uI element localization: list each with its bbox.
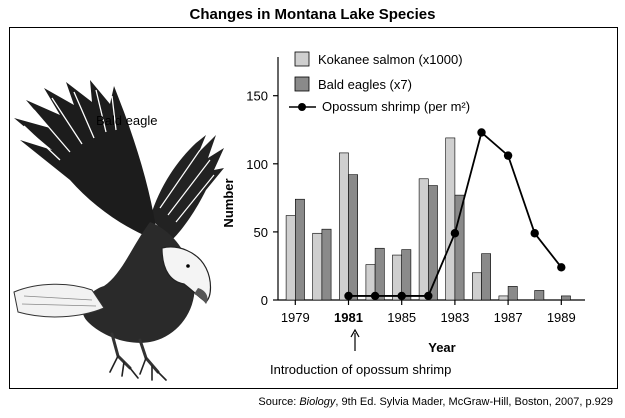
eagle-right-wing [150, 135, 224, 240]
bar-kokanee [285, 215, 296, 301]
shrimp-point [477, 128, 486, 137]
bar-kokanee [498, 295, 509, 301]
bar-eagles [481, 253, 491, 301]
x-tick-label: 1987 [494, 310, 523, 325]
x-tick-label: 1979 [281, 310, 310, 325]
shrimp-point [424, 291, 433, 301]
x-tick-label: 1983 [440, 310, 469, 325]
bar-eagles [348, 174, 358, 301]
x-tick-label: 1985 [387, 310, 416, 325]
shrimp-point [344, 291, 353, 301]
x-tick-label: 1981 [334, 310, 363, 325]
bar-eagles [374, 247, 385, 301]
legend-label-eagles: Bald eagles (x7) [318, 77, 412, 92]
bar-eagles [534, 290, 545, 301]
legend-label-shrimp: Opossum shrimp (per m²) [322, 99, 470, 114]
bar-eagles [560, 295, 571, 301]
figure-frame [9, 27, 618, 389]
shrimp-point [503, 151, 513, 160]
eagle-tail [13, 283, 105, 318]
eagle-right-wing-feathers [159, 149, 215, 223]
bar-eagles [507, 286, 518, 301]
shrimp-point [530, 229, 539, 238]
eagle-talons [109, 355, 167, 381]
bar-kokanee [471, 272, 482, 301]
chart: 0 50 100 150 1979 1981 1985 1983 1987 1989 Numbe… [221, 51, 585, 377]
bar-kokanee [312, 232, 323, 301]
y-axis-label: Number [221, 178, 236, 227]
bar-kokanee [338, 152, 349, 301]
legend-marker-shrimp [298, 103, 306, 111]
eagle-left-wing-feathers [23, 89, 117, 161]
bald-eagle-illustration [13, 80, 224, 381]
eagle-beak [194, 288, 208, 304]
legend-swatch-kokanee [294, 51, 310, 67]
eagle-label: Bald eagle [96, 113, 157, 128]
shrimp-point [557, 263, 566, 272]
y-tick-label: 50 [254, 225, 268, 240]
bar-eagles [427, 185, 438, 301]
x-tick-label: 1989 [547, 310, 576, 325]
y-tick-label: 150 [246, 89, 268, 104]
source-citation: Source: Biology, 9th Ed. Sylvia Mader, M… [258, 396, 613, 408]
introduction-arrow [350, 328, 360, 351]
legend-label-kokanee: Kokanee salmon (x1000) [318, 52, 463, 67]
shrimp-point [397, 291, 406, 301]
legend-swatch-eagles [294, 76, 310, 92]
bar-kokanee [418, 178, 429, 301]
bar-kokanee [445, 137, 456, 301]
shrimp-point [370, 291, 380, 301]
y-tick-label: 100 [246, 157, 268, 172]
eagle-left-wing [14, 80, 156, 238]
legend: Kokanee salmon (x1000) Bald eagles (x7) … [289, 51, 470, 114]
y-tick-label: 0 [261, 293, 268, 308]
annotation-text: Introduction of opossum shrimp [270, 362, 451, 377]
x-axis-label: Year [428, 340, 455, 355]
chart-title: Changes in Montana Lake Species [189, 6, 436, 23]
source-book-title: Biology [299, 396, 336, 408]
bar-eagles [321, 228, 332, 301]
bar-eagles [294, 198, 305, 301]
eagle-eye [186, 264, 190, 268]
bar-eagles [454, 194, 465, 301]
shrimp-point [450, 229, 460, 238]
bar-eagles [401, 249, 412, 301]
